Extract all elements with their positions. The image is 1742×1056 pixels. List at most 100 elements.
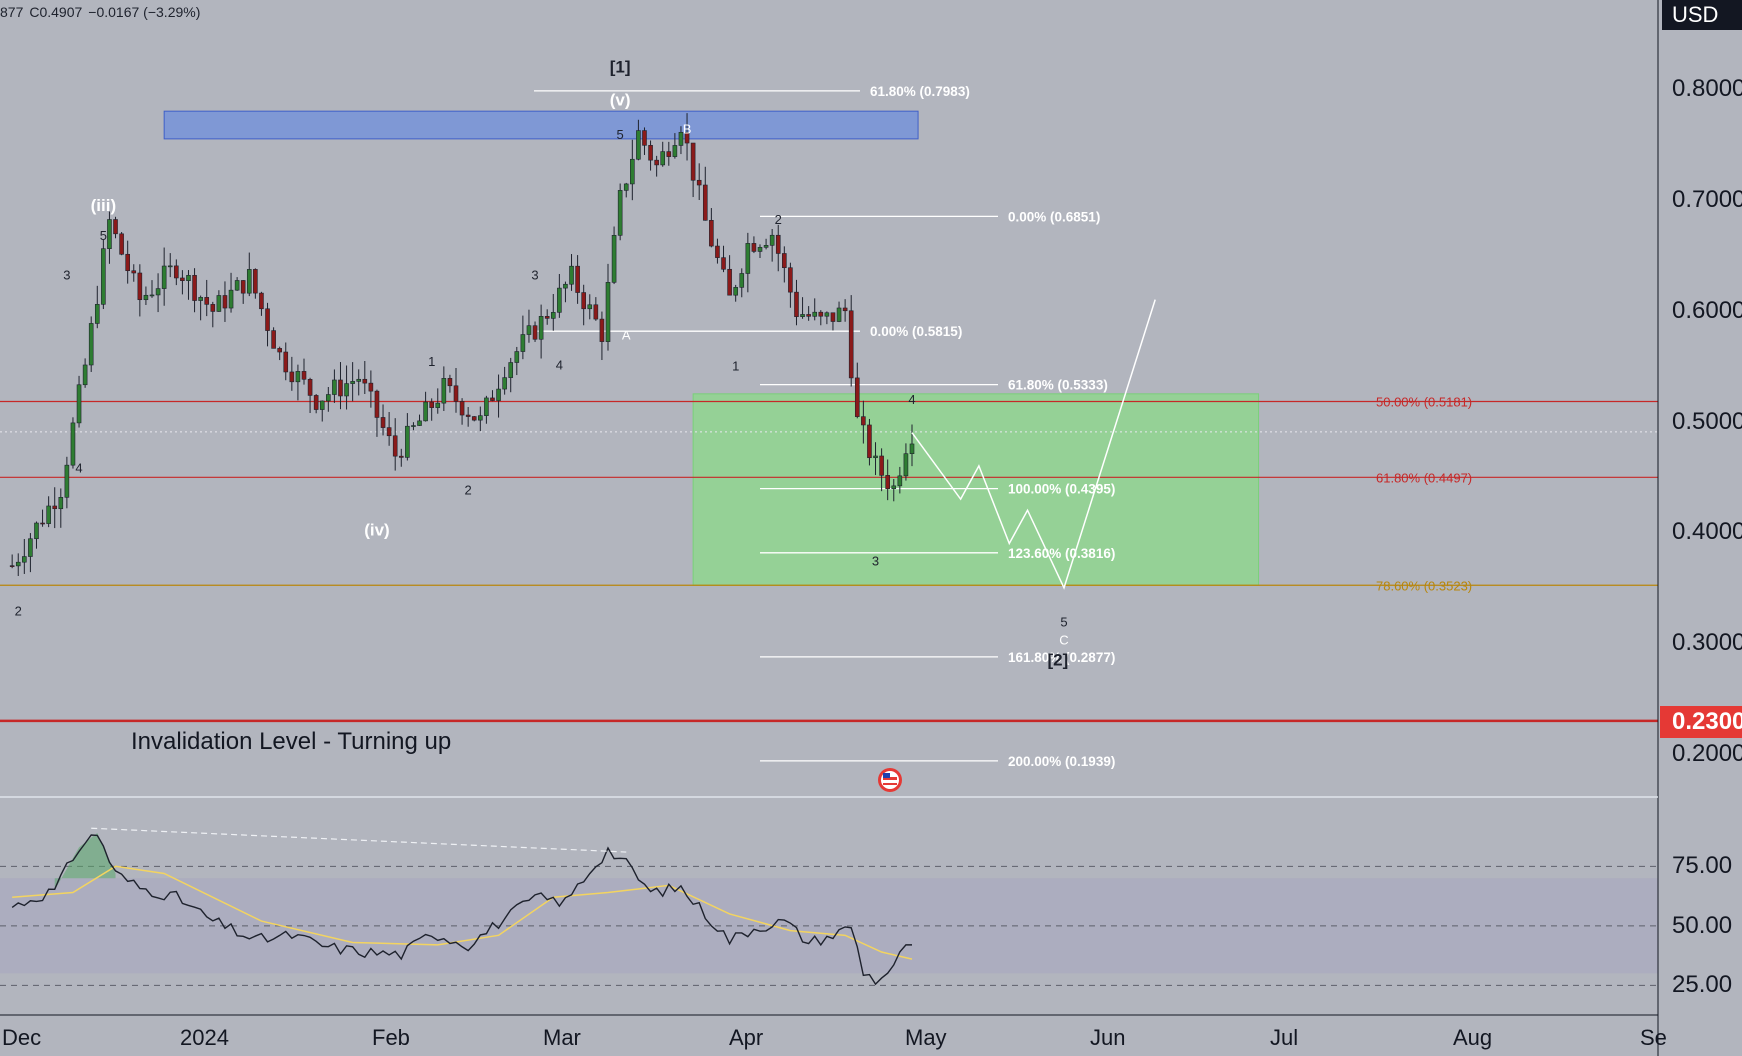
rsi-ma-line: [12, 865, 913, 960]
candle-up: [411, 425, 416, 427]
candle-down: [782, 253, 787, 269]
currency-badge[interactable]: USD: [1662, 0, 1742, 30]
candle-up: [897, 475, 903, 487]
candle-up: [569, 265, 574, 285]
candle-up: [617, 190, 623, 236]
candle-down: [885, 475, 890, 490]
candle-up: [550, 312, 556, 319]
candle-down: [709, 220, 714, 247]
candle-down: [848, 310, 854, 379]
candle-up: [161, 265, 167, 289]
close-value: C0.4907: [29, 4, 83, 20]
candle-up: [587, 304, 593, 310]
candle-up: [356, 378, 362, 382]
candle-down: [599, 318, 605, 342]
price-tick-label: 0.5000: [1672, 407, 1742, 435]
candle-up: [605, 282, 611, 342]
candle-up: [143, 294, 149, 301]
fib-level-label: 123.60% (0.3816): [1008, 546, 1115, 561]
time-tick-label: Se: [1640, 1025, 1667, 1050]
candle-down: [775, 234, 781, 254]
candle-down: [794, 291, 799, 317]
rsi-tick-label: 25.00: [1672, 971, 1733, 999]
invalidation-label: Invalidation Level - Turning up: [131, 728, 452, 755]
candle-down: [210, 304, 216, 312]
candle-down: [313, 395, 319, 410]
time-tick-label: Jul: [1270, 1025, 1299, 1050]
time-tick-label: Apr: [729, 1025, 764, 1050]
candle-down: [471, 416, 477, 421]
candle-down: [289, 371, 295, 383]
candle-up: [557, 287, 562, 313]
candle-down: [119, 233, 124, 255]
candle-up: [344, 383, 349, 397]
candle-up: [733, 287, 738, 296]
candle-down: [727, 268, 732, 296]
candle-up: [295, 371, 301, 383]
candle-down: [113, 219, 118, 235]
candle-down: [125, 253, 130, 272]
projection-path[interactable]: [911, 299, 1156, 590]
candle-up: [636, 130, 641, 160]
candle-up: [22, 556, 27, 563]
price-line-label: 61.80% (0.4497): [1376, 470, 1472, 485]
candle-down: [879, 455, 884, 476]
wave-label: 4: [75, 461, 82, 476]
time-tick-label: Feb: [372, 1025, 410, 1050]
candle-down: [259, 292, 264, 310]
wave-label: 5: [617, 127, 624, 142]
candle-up: [763, 245, 769, 248]
wave-label: 2: [775, 212, 782, 227]
candle-up: [630, 158, 635, 185]
candle-up: [757, 247, 763, 252]
candle-down: [854, 377, 860, 417]
price-tick-label: 0.2000: [1672, 740, 1742, 768]
rsi-tick-label: 50.00: [1672, 911, 1733, 939]
candle-down: [392, 435, 398, 457]
candle-up: [812, 311, 818, 317]
candle-up: [34, 522, 39, 540]
change-value: −0.0167 (−3.29%): [88, 4, 201, 20]
flag-icon[interactable]: [878, 768, 902, 792]
time-tick-label: Dec: [2, 1025, 42, 1050]
blue-resistance-zone: [163, 110, 919, 140]
candle-down: [842, 307, 848, 312]
wave-label: (iv): [364, 521, 390, 540]
green-target-zone: [692, 393, 1260, 586]
candle-down: [253, 269, 258, 294]
wave-label: [2]: [1048, 650, 1069, 669]
time-tick-label: Mar: [543, 1025, 581, 1050]
candle-up: [496, 388, 501, 401]
wave-label: 1: [428, 354, 435, 369]
candle-down: [429, 401, 434, 408]
candle-down: [277, 348, 282, 353]
fib-level-label: 161.80% (0.2877): [1008, 650, 1115, 665]
candle-up: [405, 425, 410, 458]
candle-up: [186, 275, 191, 281]
candle-up: [234, 280, 240, 291]
wave-label: 5: [1060, 615, 1067, 630]
price-tick-label: 0.6000: [1672, 296, 1742, 324]
time-tick-label: Aug: [1453, 1025, 1493, 1050]
fib-level-label: 100.00% (0.4395): [1008, 482, 1115, 497]
candle-down: [861, 416, 866, 426]
candle-down: [447, 378, 453, 387]
wave-label: [1]: [610, 57, 631, 76]
candle-down: [398, 455, 404, 458]
candle-up: [909, 443, 915, 455]
candle-down: [265, 308, 270, 331]
invalidation-price-badge: 0.2300: [1660, 706, 1742, 738]
candle-down: [867, 424, 872, 459]
candle-up: [836, 307, 842, 322]
candle-down: [490, 397, 495, 401]
ohlc-readout: 877 C0.4907 −0.0167 (−3.29%): [0, 4, 206, 20]
price-tick-label: 0.8000: [1672, 75, 1742, 102]
wave-label: 2: [465, 483, 472, 498]
candle-up: [660, 151, 666, 166]
candle-down: [9, 565, 15, 567]
candle-up: [514, 351, 520, 363]
ohlc-prefix: 877: [0, 4, 24, 20]
candle-down: [204, 297, 210, 305]
candle-down: [830, 312, 836, 322]
